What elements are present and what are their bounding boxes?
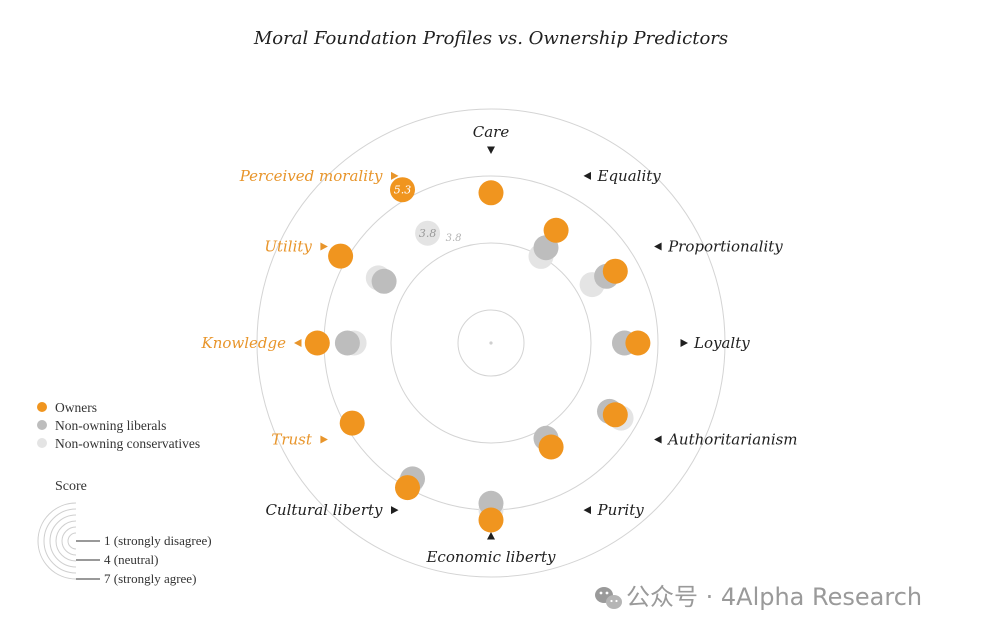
axis-marker-perceived-morality: [391, 171, 399, 180]
point-owners-economic-liberty: [478, 507, 504, 533]
data-label-0: 5.3: [394, 184, 412, 197]
point-owners-care: [478, 180, 504, 206]
center-dot: [489, 341, 493, 345]
axis-label-authoritarianism: Authoritarianism: [666, 431, 797, 449]
series-owners: [304, 177, 651, 533]
scale-arc-2: [55, 520, 77, 562]
chart-title: Moral Foundation Profiles vs. Ownership …: [253, 28, 728, 49]
axis-labels: Care Equality Proportionality Loyalty Author…: [201, 123, 798, 566]
point-non-owning-conservatives-perceived-morality: [415, 220, 441, 246]
point-non-owning-liberals-knowledge: [334, 330, 360, 356]
ring-3: [390, 242, 592, 444]
axis-label-economic-liberty: Economic liberty: [425, 548, 556, 566]
axis-marker-trust: [320, 435, 328, 444]
scale-legend: Score 1 (strongly disagree) 4 (neutral) …: [37, 479, 212, 586]
axis-label-loyalty: Loyalty: [693, 334, 750, 352]
axis-label-cultural-liberty: Cultural liberty: [265, 501, 383, 519]
data-label-2: 3.8: [446, 233, 462, 244]
ring-1: [457, 309, 525, 377]
axis-marker-cultural-liberty: [391, 506, 399, 515]
legend-dot-non-owning-liberals: [37, 420, 47, 430]
legend-label-owners: Owners: [55, 400, 97, 415]
axis-marker-proportionality: [654, 242, 662, 251]
legend-label-non-owning-conservatives: Non-owning conservatives: [55, 436, 200, 451]
data-label-1: 3.8: [419, 227, 437, 240]
legend-dot-owners: [37, 402, 47, 412]
point-non-owning-liberals-utility: [371, 268, 397, 294]
axis-label-utility: Utility: [264, 238, 312, 256]
point-owners-cultural-liberty: [395, 475, 420, 501]
axis-label-care: Care: [473, 123, 510, 141]
scale-arc-3: [49, 514, 77, 568]
scale-arc-0: [67, 532, 77, 550]
axis-label-equality: Equality: [597, 167, 662, 185]
axis-marker-care: [487, 146, 495, 154]
watermark-text: 公众号 · 4Alpha Research: [626, 583, 922, 611]
scale-arc-1: [61, 526, 77, 556]
scale-arc-4: [43, 508, 77, 574]
axis-marker-authoritarianism: [654, 435, 662, 444]
scale-item-1: 1 (strongly disagree): [104, 533, 212, 548]
point-owners-utility: [328, 243, 354, 269]
scale-arcs: [37, 502, 77, 580]
axis-label-purity: Purity: [597, 501, 645, 519]
axis-label-trust: Trust: [271, 431, 313, 449]
axis-label-proportionality: Proportionality: [667, 238, 783, 256]
axis-marker-economic-liberty: [487, 532, 495, 540]
point-owners-equality: [543, 217, 569, 243]
scale-legend-title: Score: [55, 479, 87, 494]
legend-label-non-owning-liberals: Non-owning liberals: [55, 418, 166, 433]
point-owners-trust: [339, 410, 365, 436]
point-owners-perceived-morality: [390, 177, 415, 203]
point-owners-loyalty: [625, 330, 651, 356]
legend: Owners Non-owning liberals Non-owning cons…: [37, 400, 200, 451]
axis-marker-loyalty: [680, 339, 688, 347]
data-points: [304, 177, 651, 533]
scale-item-7: 7 (strongly agree): [104, 571, 196, 586]
axis-marker-purity: [583, 506, 591, 515]
axis-marker-utility: [320, 242, 328, 251]
point-owners-proportionality: [602, 258, 628, 284]
axis-label-knowledge: Knowledge: [201, 334, 287, 352]
legend-dot-non-owning-conservatives: [37, 438, 47, 448]
series-non-owning-conservatives: [341, 220, 637, 523]
point-owners-knowledge: [304, 330, 330, 356]
point-owners-authoritarianism: [602, 402, 628, 428]
axis-marker-equality: [583, 171, 591, 180]
scale-arc-5: [37, 502, 77, 580]
axis-marker-knowledge: [294, 339, 302, 347]
scale-item-4: 4 (neutral): [104, 552, 159, 567]
wechat-icon: [595, 587, 622, 609]
watermark: 公众号 · 4Alpha Research: [595, 583, 922, 611]
data-labels: 5.3 3.8 3.8: [394, 184, 462, 245]
point-owners-purity: [538, 434, 564, 460]
ring-7: [256, 108, 726, 578]
axis-label-perceived-morality: Perceived morality: [239, 167, 383, 185]
